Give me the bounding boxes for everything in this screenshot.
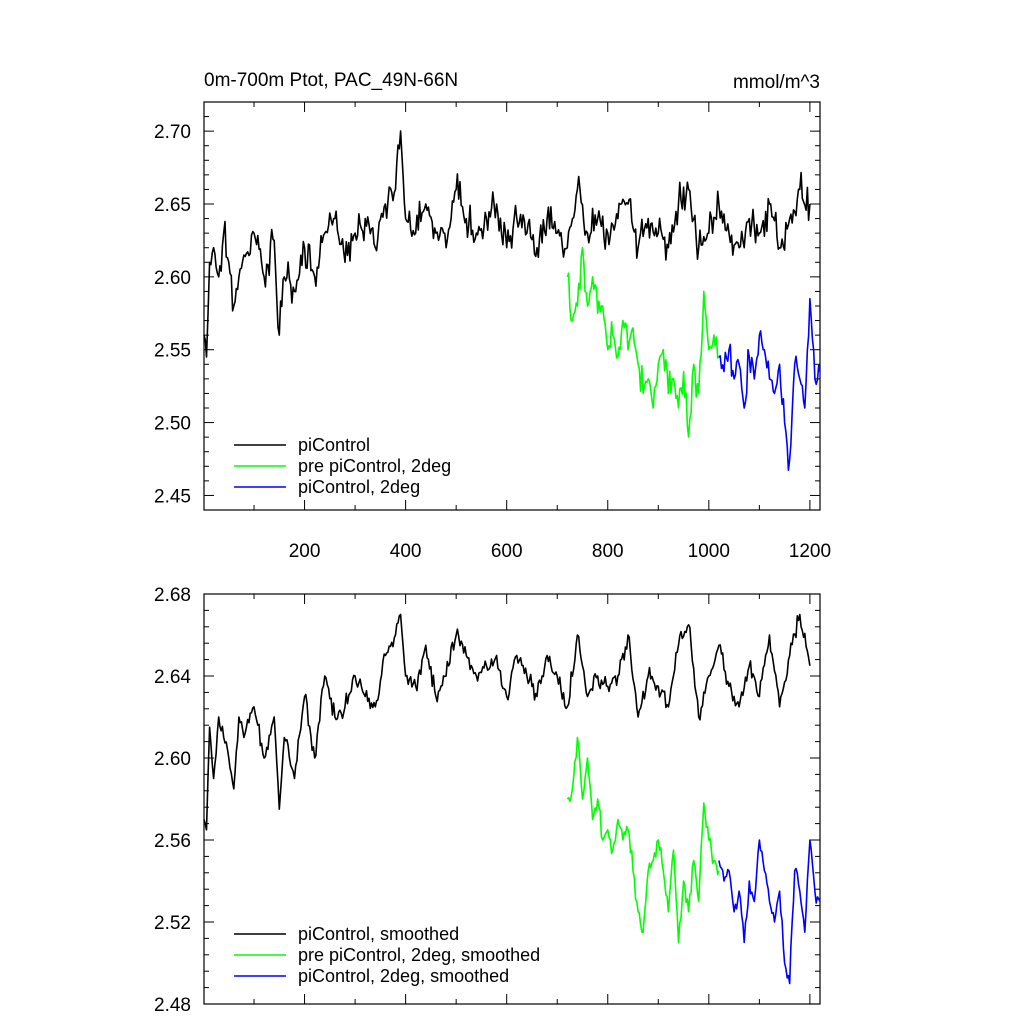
bottom-panel: 2.48 2.52 2.56 2.60 2.64 2.68 piControl, smoo… — [154, 585, 821, 1016]
series-line — [203, 613, 811, 831]
x-tick-label: 1200 — [789, 541, 831, 562]
series-line — [718, 839, 821, 985]
y-tick-label: 2.64 — [154, 667, 191, 688]
y-tick-label: 2.60 — [154, 268, 191, 289]
top-panel: 0m-700m Ptot, PAC_49N-66N mmol/m^3 200 40… — [154, 70, 831, 562]
y-tick-label: 2.70 — [154, 122, 191, 143]
legend-label: piControl — [298, 435, 370, 455]
legend-label: piControl, smoothed — [298, 924, 459, 944]
series-line — [718, 297, 821, 472]
series-line — [203, 130, 811, 358]
x-tick-label: 800 — [592, 541, 624, 562]
legend-label: pre piControl, 2deg, smoothed — [298, 945, 540, 965]
y-tick-label: 2.45 — [154, 486, 191, 507]
x-tick-label: 400 — [390, 541, 422, 562]
x-tick-label: 600 — [491, 541, 523, 562]
y-tick-label: 2.50 — [154, 414, 191, 435]
series-line — [566, 246, 720, 438]
axis-ticks: 200 400 600 800 1000 1200 2.45 2.50 2.55 2.60 2.65… — [154, 101, 831, 562]
y-tick-label: 2.52 — [154, 913, 191, 934]
x-tick-label: 1000 — [688, 541, 730, 562]
x-tick-label: 200 — [289, 541, 321, 562]
y-tick-label: 2.48 — [154, 995, 191, 1016]
plot-frame — [203, 101, 821, 511]
legend-label: piControl, 2deg — [298, 477, 420, 497]
y-tick-label: 2.65 — [154, 195, 191, 216]
y-tick-label: 2.55 — [154, 341, 191, 362]
chart-title: 0m-700m Ptot, PAC_49N-66N — [204, 70, 458, 91]
series-group — [203, 613, 821, 985]
series-line — [566, 736, 720, 944]
y-tick-label: 2.60 — [154, 749, 191, 770]
plot-frame — [203, 593, 821, 1005]
y-tick-label: 2.56 — [154, 831, 191, 852]
y-tick-label: 2.68 — [154, 585, 191, 606]
legend-label: piControl, 2deg, smoothed — [298, 966, 509, 986]
series-group — [203, 130, 821, 472]
legend-label: pre piControl, 2deg — [298, 456, 451, 476]
units-label: mmol/m^3 — [733, 72, 820, 93]
